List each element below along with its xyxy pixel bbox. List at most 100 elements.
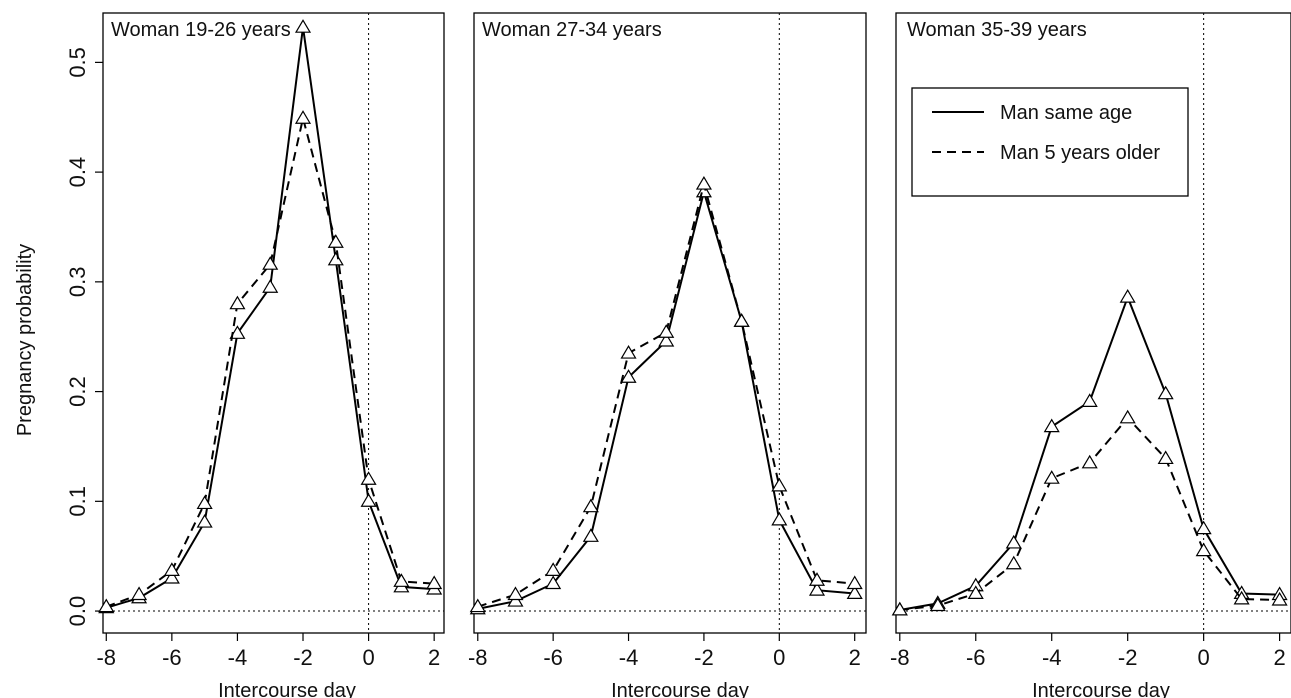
point-man-same-age	[846, 585, 863, 599]
point-man-same-age	[582, 528, 599, 542]
point-man-same-age	[771, 511, 788, 526]
point-man-same-age	[1081, 393, 1098, 407]
panel-title: Woman 27-34 years	[482, 19, 662, 41]
point-man-5-years-older	[196, 495, 213, 510]
series-line-man-same-age	[899, 294, 1280, 611]
x-tick-label: -8	[468, 645, 488, 670]
legend-label-same-age: Man same age	[1000, 102, 1132, 124]
series-line-man-same-age	[477, 188, 855, 610]
point-man-5-years-older	[545, 562, 562, 576]
point-man-5-years-older	[620, 344, 637, 359]
point-man-same-age	[163, 569, 180, 584]
y-tick-label: 0.2	[65, 376, 90, 407]
x-tick-label: -6	[966, 645, 986, 670]
point-man-5-years-older	[1195, 542, 1212, 557]
x-tick-label: -2	[293, 645, 313, 670]
x-axis-label: Intercourse day	[1032, 680, 1170, 698]
x-tick-label: 0	[773, 645, 785, 670]
series-line-man-5-years-older	[899, 416, 1280, 611]
point-man-same-age	[1195, 520, 1212, 535]
plot-frame	[102, 12, 445, 634]
x-tick-label: -6	[543, 645, 563, 670]
point-man-5-years-older	[327, 234, 344, 248]
plot-frame	[895, 12, 1291, 634]
point-man-5-years-older	[229, 295, 246, 310]
chart-panel-27-34: Woman 27-34 years Intercourse day -8 -6 -4…	[468, 12, 867, 698]
point-man-5-years-older	[98, 598, 115, 613]
x-tick-label: 2	[849, 645, 861, 670]
point-man-5-years-older	[891, 601, 908, 616]
point-man-5-years-older	[733, 313, 750, 327]
x-tick-label: -6	[162, 645, 182, 670]
plot-frame	[473, 12, 867, 634]
x-tick-label: 0	[1198, 645, 1210, 670]
point-man-same-age	[360, 493, 377, 507]
legend-label-older: Man 5 years older	[1000, 142, 1160, 164]
panel-title: Woman 19-26 years	[111, 19, 291, 41]
x-axis-label: Intercourse day	[611, 680, 749, 698]
point-man-5-years-older	[1119, 409, 1136, 424]
chart-panel-19-26: Woman 19-26 years Intercourse day -8 -6 -4…	[65, 12, 445, 698]
point-man-5-years-older	[469, 598, 486, 613]
y-tick-label: 0.1	[65, 486, 90, 517]
point-man-same-age	[1157, 385, 1174, 400]
point-man-5-years-older	[1043, 470, 1060, 484]
point-man-5-years-older	[1271, 591, 1288, 606]
point-man-5-years-older	[426, 575, 443, 590]
x-tick-label: 2	[428, 645, 440, 670]
x-tick-label: -4	[1042, 645, 1062, 670]
series-line-man-5-years-older	[105, 118, 435, 608]
series-line-man-same-age	[106, 27, 435, 609]
point-man-5-years-older	[1157, 450, 1174, 465]
point-man-same-age	[229, 325, 246, 339]
point-man-5-years-older	[131, 586, 148, 601]
panel-title: Woman 35-39 years	[907, 19, 1087, 41]
point-man-5-years-older	[1081, 454, 1098, 469]
point-man-5-years-older	[360, 471, 377, 485]
point-man-same-age	[1119, 289, 1136, 303]
y-tick-label: 0.3	[65, 267, 90, 298]
point-man-5-years-older	[771, 477, 788, 492]
legend-box	[911, 87, 1189, 197]
legend: Man same age Man 5 years older	[911, 87, 1189, 197]
point-man-5-years-older	[163, 562, 180, 576]
series-line-man-5-years-older	[477, 180, 855, 608]
point-man-5-years-older	[1005, 555, 1022, 570]
x-tick-label: -8	[96, 645, 116, 670]
x-tick-label: 2	[1273, 645, 1285, 670]
x-tick-label: -4	[228, 645, 248, 670]
chart-panel-35-39: Woman 35-39 years Intercourse day -8 -6 -4…	[890, 12, 1291, 698]
point-man-same-age	[196, 513, 213, 528]
point-man-same-age	[620, 369, 637, 383]
y-tick-label: 0.4	[65, 157, 90, 188]
point-man-5-years-older	[1233, 590, 1250, 605]
point-man-5-years-older	[507, 586, 524, 601]
x-tick-label: -2	[694, 645, 714, 670]
x-tick-label: -8	[890, 645, 910, 670]
point-man-5-years-older	[695, 176, 712, 190]
y-axis-label: Pregnancy probability	[14, 244, 36, 436]
x-tick-label: 0	[362, 645, 374, 670]
y-tick-label: 0.0	[65, 596, 90, 627]
point-man-same-age	[545, 575, 562, 590]
point-man-5-years-older	[967, 585, 984, 599]
point-man-same-age	[294, 19, 312, 33]
point-man-5-years-older	[393, 573, 410, 587]
point-man-same-age	[808, 582, 826, 596]
point-man-5-years-older	[846, 575, 863, 590]
point-man-same-age	[658, 332, 675, 347]
point-man-5-years-older	[262, 256, 279, 270]
point-man-5-years-older	[582, 498, 599, 513]
point-man-same-age	[695, 183, 712, 198]
x-axis-label: Intercourse day	[218, 680, 356, 698]
point-man-5-years-older	[929, 597, 946, 612]
point-man-same-age	[1005, 534, 1022, 549]
y-tick-label: 0.5	[65, 47, 90, 78]
point-man-same-age	[327, 251, 344, 266]
point-man-5-years-older	[294, 110, 312, 124]
point-man-same-age	[1043, 418, 1060, 433]
x-tick-label: -4	[619, 645, 639, 670]
x-tick-label: -2	[1118, 645, 1138, 670]
point-man-same-age	[507, 592, 524, 607]
